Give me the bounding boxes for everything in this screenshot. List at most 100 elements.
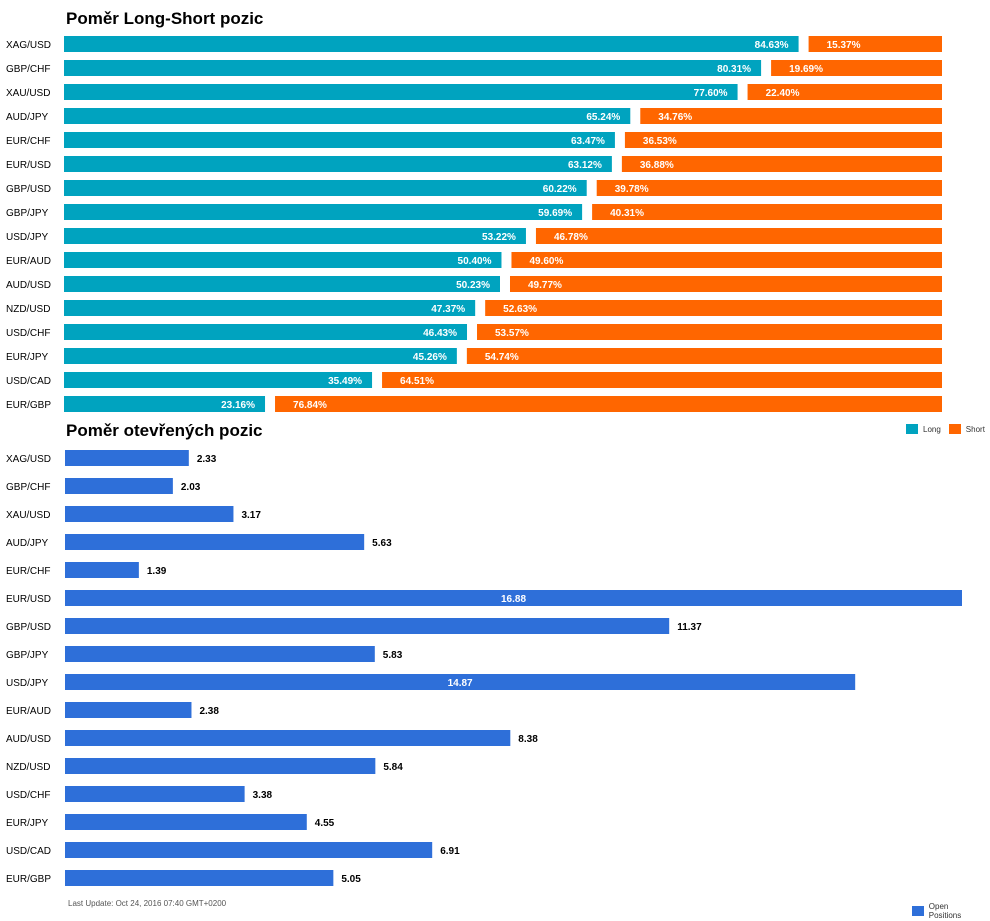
open-positions-category-label: XAU/USD	[6, 510, 50, 521]
long-value-label: 35.49%	[328, 376, 362, 387]
open-positions-category-label: EUR/AUD	[6, 706, 51, 717]
long-bar	[64, 324, 468, 340]
open-positions-bar	[65, 506, 234, 522]
long-short-category-label: EUR/GBP	[6, 400, 51, 411]
open-positions-bar	[65, 646, 375, 662]
open-positions-value-label: 2.03	[181, 482, 201, 493]
short-bar	[466, 348, 942, 364]
long-short-category-label: AUD/USD	[6, 280, 51, 291]
short-value-label: 46.78%	[554, 232, 588, 243]
short-value-label: 15.37%	[827, 40, 861, 51]
open-positions-value-label: 3.17	[241, 510, 261, 521]
short-value-label: 49.60%	[529, 256, 563, 267]
short-bar	[771, 60, 942, 76]
long-value-label: 63.47%	[571, 136, 605, 147]
long-value-label: 23.16%	[221, 400, 255, 411]
legend-long-label: Long	[923, 424, 941, 434]
open-positions-category-label: EUR/USD	[6, 594, 51, 605]
long-short-category-label: NZD/USD	[6, 304, 50, 315]
short-bar	[747, 84, 942, 100]
open-positions-value-label: 1.39	[147, 566, 167, 577]
long-short-legend: Long Short	[906, 424, 990, 434]
open-positions-value-label: 16.88	[501, 594, 526, 605]
open-positions-category-label: EUR/JPY	[6, 818, 49, 829]
open-positions-value-label: 2.33	[197, 454, 217, 465]
long-bar	[64, 228, 526, 244]
long-bar	[64, 372, 373, 388]
long-value-label: 63.12%	[568, 160, 602, 171]
short-value-label: 36.88%	[640, 160, 674, 171]
open-positions-value-label: 3.38	[253, 790, 273, 801]
long-bar	[64, 108, 631, 124]
short-value-label: 40.31%	[610, 208, 644, 219]
open-positions-category-label: AUD/USD	[6, 734, 51, 745]
long-value-label: 47.37%	[431, 304, 465, 315]
open-positions-bar	[65, 730, 511, 746]
open-positions-bar	[65, 618, 670, 634]
long-value-label: 59.69%	[538, 208, 572, 219]
last-update-text: Last Update: Oct 24, 2016 07:40 GMT+0200	[68, 899, 227, 908]
long-short-category-label: XAG/USD	[6, 40, 51, 51]
short-value-label: 39.78%	[615, 184, 649, 195]
long-short-category-label: EUR/AUD	[6, 256, 51, 267]
short-bar	[485, 300, 942, 316]
long-bar	[64, 132, 615, 148]
short-bar	[621, 156, 942, 172]
short-bar	[509, 276, 942, 292]
open-positions-value-label: 11.37	[677, 622, 702, 633]
long-short-category-label: GBP/USD	[6, 184, 51, 195]
open-positions-category-label: NZD/USD	[6, 762, 50, 773]
long-short-category-label: EUR/USD	[6, 160, 51, 171]
open-positions-category-label: XAG/USD	[6, 454, 51, 465]
open-positions-bar	[65, 758, 376, 774]
open-positions-category-label: EUR/CHF	[6, 566, 50, 577]
open-positions-value-label: 4.55	[315, 818, 335, 829]
open-positions-bar	[65, 450, 189, 466]
long-bar	[64, 180, 587, 196]
open-positions-legend: Open Positions	[912, 902, 990, 920]
open-positions-chart-title: Poměr otevřených pozic	[66, 421, 263, 440]
short-bar	[511, 252, 942, 268]
long-bar	[64, 84, 738, 100]
open-positions-category-label: USD/CHF	[6, 790, 50, 801]
short-value-label: 36.53%	[643, 136, 677, 147]
open-positions-value-label: 5.63	[372, 538, 392, 549]
long-value-label: 53.22%	[482, 232, 516, 243]
open-positions-value-label: 5.83	[383, 650, 403, 661]
open-positions-value-label: 5.84	[383, 762, 403, 773]
open-positions-value-label: 8.38	[518, 734, 538, 745]
open-positions-bar	[65, 870, 334, 886]
long-bar	[64, 252, 502, 268]
long-short-category-label: GBP/JPY	[6, 208, 49, 219]
long-value-label: 46.43%	[423, 328, 457, 339]
short-value-label: 64.51%	[400, 376, 434, 387]
long-short-category-label: AUD/JPY	[6, 112, 49, 123]
legend-short-label: Short	[965, 424, 985, 434]
long-bar	[64, 276, 500, 292]
open-positions-bar	[65, 674, 856, 690]
long-bar	[64, 156, 612, 172]
short-value-label: 53.57%	[495, 328, 529, 339]
long-bar	[64, 300, 476, 316]
long-short-category-label: EUR/JPY	[6, 352, 49, 363]
long-short-category-label: USD/CHF	[6, 328, 50, 339]
short-value-label: 19.69%	[789, 64, 823, 75]
open-positions-bar	[65, 842, 433, 858]
open-positions-value-label: 2.38	[199, 706, 219, 717]
short-value-label: 52.63%	[503, 304, 537, 315]
long-value-label: 77.60%	[694, 88, 728, 99]
long-short-category-label: GBP/CHF	[6, 64, 50, 75]
short-bar	[624, 132, 942, 148]
short-bar	[477, 324, 942, 340]
open-positions-bar	[65, 786, 245, 802]
legend-short-swatch	[948, 424, 961, 434]
long-bar	[64, 204, 583, 220]
legend-long-swatch	[906, 424, 918, 434]
long-bar	[64, 396, 266, 412]
open-positions-bar	[65, 478, 173, 494]
long-short-category-label: EUR/CHF	[6, 136, 50, 147]
short-value-label: 76.84%	[293, 400, 327, 411]
long-value-label: 50.40%	[458, 256, 492, 267]
long-short-category-label: USD/CAD	[6, 376, 51, 387]
long-value-label: 50.23%	[456, 280, 490, 291]
